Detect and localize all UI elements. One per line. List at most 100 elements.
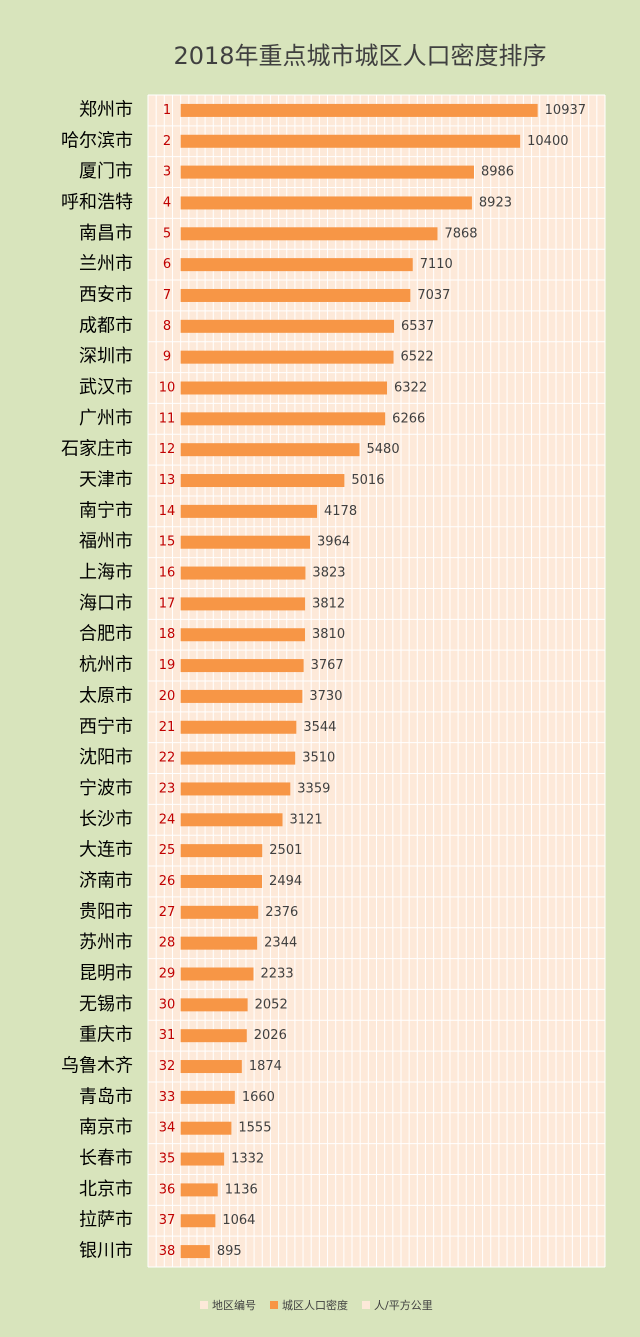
category-label: 南宁市 bbox=[79, 500, 133, 521]
bar bbox=[180, 134, 521, 148]
legend-swatch bbox=[362, 1301, 370, 1309]
value-label: 3359 bbox=[297, 781, 330, 796]
value-label: 3810 bbox=[312, 627, 345, 642]
category-label: 上海市 bbox=[79, 562, 133, 583]
bar bbox=[180, 1090, 235, 1104]
rank-label: 30 bbox=[159, 997, 176, 1012]
legend-swatch bbox=[200, 1301, 208, 1309]
bar bbox=[180, 103, 538, 117]
category-label: 深圳市 bbox=[79, 346, 133, 367]
bar bbox=[180, 813, 283, 827]
bar bbox=[180, 597, 306, 611]
rank-label: 13 bbox=[159, 473, 176, 488]
rank-label: 5 bbox=[163, 226, 171, 241]
category-label: 广州市 bbox=[79, 408, 133, 429]
rank-label: 4 bbox=[163, 195, 171, 210]
rank-label: 15 bbox=[159, 535, 176, 550]
category-label: 长沙市 bbox=[79, 809, 133, 830]
value-label: 6266 bbox=[392, 411, 425, 426]
bar bbox=[180, 1060, 242, 1074]
bar bbox=[180, 319, 395, 333]
value-label: 3730 bbox=[309, 689, 342, 704]
bar bbox=[180, 1245, 210, 1259]
value-label: 2026 bbox=[254, 1028, 287, 1043]
value-label: 2233 bbox=[261, 967, 294, 982]
bar bbox=[180, 1152, 225, 1166]
rank-label: 24 bbox=[159, 812, 176, 827]
category-label: 郑州市 bbox=[79, 99, 133, 120]
category-label: 银川市 bbox=[79, 1241, 133, 1262]
value-label: 7037 bbox=[417, 288, 450, 303]
bar bbox=[180, 874, 263, 888]
rank-label: 23 bbox=[159, 781, 176, 796]
value-label: 1660 bbox=[242, 1090, 275, 1105]
value-label: 2052 bbox=[255, 997, 288, 1012]
rank-label: 33 bbox=[159, 1090, 176, 1105]
rank-label: 25 bbox=[159, 843, 176, 858]
category-label: 北京市 bbox=[79, 1179, 133, 1200]
bar bbox=[180, 165, 474, 179]
rank-label: 9 bbox=[163, 350, 171, 365]
category-label: 济南市 bbox=[79, 870, 133, 891]
category-label: 大连市 bbox=[79, 840, 133, 861]
bar bbox=[180, 504, 318, 518]
bar bbox=[180, 998, 248, 1012]
rank-label: 31 bbox=[159, 1028, 176, 1043]
category-label: 太原市 bbox=[79, 685, 133, 706]
value-label: 3510 bbox=[302, 751, 335, 766]
category-label: 沈阳市 bbox=[79, 747, 133, 768]
bar bbox=[180, 196, 472, 210]
rank-label: 29 bbox=[159, 967, 176, 982]
category-label: 福州市 bbox=[79, 531, 133, 552]
bar bbox=[180, 782, 291, 796]
rank-label: 14 bbox=[159, 504, 176, 519]
value-label: 1555 bbox=[238, 1121, 271, 1136]
rank-label: 11 bbox=[159, 411, 176, 426]
category-label: 宁波市 bbox=[79, 778, 133, 799]
chart-title: 2018年重点城市城区人口密度排序 bbox=[173, 42, 546, 70]
category-label: 合肥市 bbox=[79, 624, 133, 645]
value-label: 1332 bbox=[231, 1152, 264, 1167]
rank-label: 16 bbox=[159, 566, 176, 581]
bar bbox=[180, 1029, 247, 1043]
category-label: 南京市 bbox=[79, 1117, 133, 1138]
rank-label: 34 bbox=[159, 1121, 176, 1136]
bar bbox=[180, 659, 304, 673]
bar bbox=[180, 412, 386, 426]
value-label: 3121 bbox=[290, 812, 323, 827]
rank-label: 28 bbox=[159, 936, 176, 951]
bar bbox=[180, 566, 306, 580]
category-label: 武汉市 bbox=[79, 377, 133, 398]
value-label: 3823 bbox=[312, 566, 345, 581]
category-label: 成都市 bbox=[79, 315, 133, 336]
bar bbox=[180, 1214, 216, 1228]
value-label: 3767 bbox=[311, 658, 344, 673]
rank-label: 10 bbox=[159, 381, 176, 396]
category-label: 西宁市 bbox=[79, 716, 133, 737]
bar bbox=[180, 288, 411, 302]
bar bbox=[180, 1121, 232, 1135]
bar bbox=[180, 628, 306, 642]
rank-label: 37 bbox=[159, 1213, 176, 1228]
value-label: 6322 bbox=[394, 381, 427, 396]
rank-label: 2 bbox=[163, 134, 171, 149]
bar bbox=[180, 689, 303, 703]
value-label: 6537 bbox=[401, 319, 434, 334]
category-label: 长春市 bbox=[79, 1148, 133, 1169]
category-label: 石家庄市 bbox=[61, 439, 133, 460]
rank-label: 36 bbox=[159, 1182, 176, 1197]
rank-label: 32 bbox=[159, 1059, 176, 1074]
category-label: 南昌市 bbox=[79, 223, 133, 244]
value-label: 1874 bbox=[249, 1059, 282, 1074]
value-label: 5480 bbox=[367, 442, 400, 457]
value-label: 1064 bbox=[222, 1213, 255, 1228]
category-label: 哈尔滨市 bbox=[61, 130, 133, 151]
legend-label: 城区人口密度 bbox=[282, 1298, 348, 1312]
value-label: 5016 bbox=[351, 473, 384, 488]
bar bbox=[180, 936, 258, 950]
category-label: 贵阳市 bbox=[79, 901, 133, 922]
value-label: 8986 bbox=[481, 165, 514, 180]
legend-label: 地区编号 bbox=[212, 1298, 256, 1312]
value-label: 10937 bbox=[545, 103, 586, 118]
bar bbox=[180, 967, 254, 981]
